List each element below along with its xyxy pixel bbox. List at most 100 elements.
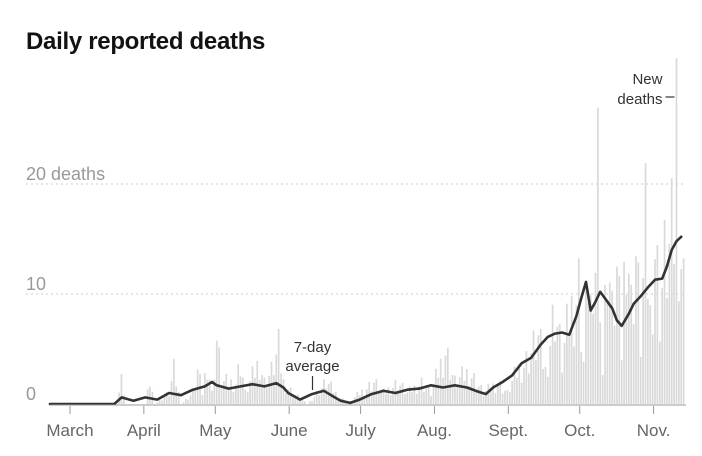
new-deaths-bar — [270, 361, 273, 404]
new-deaths-bar — [556, 326, 559, 404]
new-deaths-bar — [580, 351, 583, 405]
new-deaths-bar — [501, 393, 504, 404]
new-deaths-bar — [430, 396, 432, 404]
annotations: New deaths 7-day average — [285, 71, 675, 390]
new-deaths-bar — [206, 379, 209, 404]
gridlines — [26, 183, 686, 295]
annotation-new-deaths-line2: deaths — [617, 91, 662, 108]
new-deaths-bar — [377, 392, 380, 404]
new-deaths-bar — [437, 377, 440, 404]
new-deaths-bar — [675, 58, 678, 404]
x-tick-label: March — [46, 421, 93, 440]
new-deaths-bar — [194, 388, 197, 404]
new-deaths-bar — [406, 392, 409, 404]
new-deaths-bar — [454, 375, 456, 404]
new-deaths-bar — [487, 383, 490, 404]
new-deaths-bar — [570, 295, 573, 404]
new-deaths-bar — [678, 301, 680, 404]
new-deaths-bar — [585, 283, 587, 404]
new-deaths-bar — [208, 379, 211, 405]
new-deaths-bar — [258, 379, 261, 404]
new-deaths-bar — [301, 400, 304, 404]
new-deaths-bar — [668, 243, 671, 404]
x-tick-label: Oct. — [564, 421, 595, 440]
new-deaths-bar — [361, 389, 363, 404]
y-tick-label: 10 — [26, 274, 46, 294]
new-deaths-bar — [273, 375, 275, 404]
new-deaths-bar — [446, 347, 449, 404]
new-deaths-bar — [549, 346, 552, 404]
new-deaths-bar — [213, 379, 216, 404]
new-deaths-bar — [425, 388, 428, 405]
new-deaths-bar — [304, 401, 306, 404]
new-deaths-bar — [494, 392, 497, 404]
new-deaths-bar — [516, 377, 518, 404]
new-deaths-bar — [404, 394, 406, 404]
new-deaths-bar — [120, 373, 123, 404]
new-deaths-bar — [211, 390, 213, 404]
new-deaths-bar — [623, 261, 625, 405]
new-deaths-bar — [284, 393, 287, 404]
new-deaths-bar — [401, 382, 404, 404]
new-deaths-bar — [592, 313, 594, 404]
new-deaths-bar — [408, 386, 411, 404]
new-deaths-bar — [496, 384, 499, 404]
x-tick-label: May — [199, 421, 232, 440]
new-deaths-bar — [525, 351, 528, 404]
new-deaths-bar — [439, 358, 442, 404]
new-deaths-bar — [632, 324, 635, 404]
new-deaths-bar — [535, 360, 537, 404]
new-deaths-bar — [561, 372, 563, 404]
new-deaths-bar — [463, 380, 466, 404]
new-deaths-bar — [458, 377, 461, 404]
new-deaths-bar — [389, 394, 392, 405]
new-deaths-bar — [449, 379, 452, 404]
new-deaths-bar — [658, 341, 661, 404]
new-deaths-bar — [451, 374, 454, 404]
new-deaths-bar — [651, 334, 654, 405]
new-deaths-bar — [601, 375, 604, 404]
new-deaths-bar — [594, 272, 597, 404]
new-deaths-bar — [411, 392, 413, 404]
new-deaths-bar — [442, 377, 444, 404]
new-deaths-bar — [344, 402, 347, 404]
new-deaths-bar — [477, 386, 480, 404]
new-deaths-bar — [237, 364, 240, 404]
new-deaths-bar — [234, 384, 237, 404]
new-deaths-bar — [670, 178, 673, 404]
new-deaths-bars — [118, 58, 685, 405]
new-deaths-bar — [542, 369, 544, 404]
new-deaths-bar — [573, 346, 575, 404]
new-deaths-bar — [604, 284, 606, 404]
new-deaths-bar — [282, 379, 285, 404]
new-deaths-bar — [489, 390, 492, 405]
new-deaths-bar — [530, 353, 533, 404]
new-deaths-bar — [292, 397, 294, 404]
new-deaths-bar — [475, 390, 478, 404]
new-deaths-bar — [635, 256, 637, 404]
new-deaths-bar — [468, 385, 471, 404]
new-deaths-bar — [168, 396, 170, 404]
new-deaths-bar — [420, 377, 423, 404]
new-deaths-bar — [277, 328, 280, 404]
new-deaths-bar — [473, 373, 475, 404]
new-deaths-bar — [196, 369, 199, 404]
new-deaths-bar — [203, 373, 206, 405]
new-deaths-bar — [618, 276, 621, 404]
new-deaths-bar — [268, 375, 270, 404]
new-deaths-bar — [263, 377, 266, 404]
new-deaths-bar — [220, 388, 223, 404]
new-deaths-bar — [661, 287, 664, 404]
new-deaths-bar — [568, 334, 571, 404]
new-deaths-bar — [227, 386, 230, 404]
new-deaths-bar — [418, 386, 421, 404]
new-deaths-bar — [254, 377, 256, 404]
new-deaths-bar — [356, 391, 359, 404]
new-deaths-bar — [370, 391, 373, 404]
new-deaths-bar — [223, 381, 225, 404]
new-deaths-bar — [551, 304, 554, 405]
new-deaths-bar — [649, 305, 652, 404]
new-deaths-bar — [382, 388, 385, 404]
new-deaths-bar — [230, 379, 232, 404]
